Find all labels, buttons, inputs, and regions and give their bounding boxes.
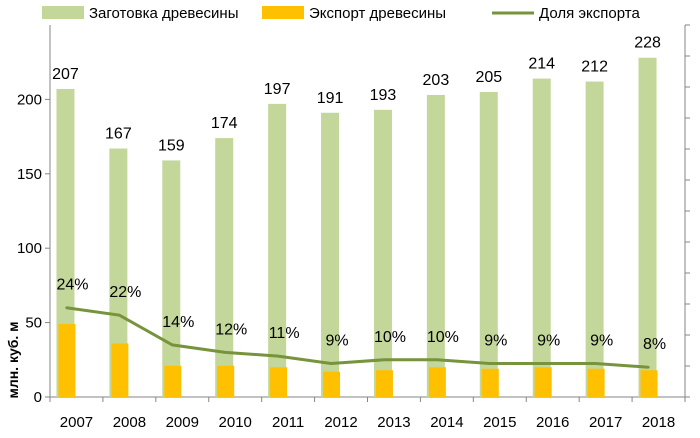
axes: 0 50 100 150 200 2007 2008 2009 2010 2011 2012 2013… xyxy=(17,24,690,431)
harvest-bar xyxy=(585,81,604,397)
share-point xyxy=(118,313,121,317)
harvest-bar xyxy=(373,109,392,397)
harvest-value-label: 207 xyxy=(52,66,79,83)
y-tick-label: 200 xyxy=(17,91,42,108)
harvest-value-label: 197 xyxy=(264,81,291,98)
harvest-value-label: 203 xyxy=(423,72,450,89)
harvest-value-label: 191 xyxy=(317,90,344,107)
export-bar xyxy=(481,368,499,397)
legend-swatch xyxy=(42,6,84,19)
share-value-label: 9% xyxy=(484,333,507,350)
harvest-value-label: 174 xyxy=(211,115,238,132)
share-value-label: 12% xyxy=(215,321,247,338)
x-tick-label: 2016 xyxy=(536,414,569,431)
export-bar xyxy=(217,365,235,397)
harvest-bar xyxy=(321,112,340,398)
share-value-label: 9% xyxy=(590,333,613,350)
share-value-label: 10% xyxy=(427,329,459,346)
export-bar xyxy=(375,370,393,397)
harvest-value-label: 205 xyxy=(475,69,502,86)
legend-label: Заготовка древесины xyxy=(89,5,239,22)
export-bar xyxy=(323,371,341,397)
share-value-label: 14% xyxy=(162,314,194,331)
export-bar xyxy=(164,365,182,397)
y-axis-label: млн. куб. м xyxy=(5,321,21,398)
y-tick-label: 50 xyxy=(25,315,42,332)
share-point xyxy=(541,362,544,365)
legend-label: Доля экспорта xyxy=(539,5,640,22)
export-bar xyxy=(270,367,288,397)
share-value-label: 8% xyxy=(643,336,666,353)
harvest-value-label: 228 xyxy=(634,35,661,52)
x-tick-label: 2011 xyxy=(272,414,304,431)
y-tick-label: 150 xyxy=(17,166,42,183)
legend-label: Экспорт древесины xyxy=(309,5,446,22)
export-bars xyxy=(58,324,658,397)
share-point xyxy=(171,343,174,347)
export-bar xyxy=(58,324,76,397)
export-bar xyxy=(640,370,658,397)
share-value-label: 11% xyxy=(269,325,300,342)
share-point xyxy=(329,362,333,365)
share-point xyxy=(224,351,227,354)
export-bar xyxy=(587,368,605,397)
x-tick-label: 2014 xyxy=(430,414,463,431)
x-tick-label: 2008 xyxy=(113,414,146,431)
harvest-bar xyxy=(479,91,498,398)
harvest-value-label: 212 xyxy=(581,59,608,76)
export-bar xyxy=(111,343,129,397)
legend-swatch xyxy=(262,6,304,19)
harvest-bar xyxy=(215,138,234,397)
export-share-line-group xyxy=(65,306,650,369)
harvest-bars xyxy=(56,57,657,398)
x-tick-label: 2007 xyxy=(60,414,93,431)
x-tick-label: 2017 xyxy=(589,414,622,431)
x-tick-label: 2012 xyxy=(324,414,357,431)
share-point xyxy=(382,358,386,361)
legend: Заготовка древесины Экспорт древесины Доля… xyxy=(42,5,640,22)
harvest-value-label: 159 xyxy=(158,137,185,154)
harvest-bar xyxy=(56,88,75,397)
x-tick-label: 2013 xyxy=(377,414,410,431)
share-point xyxy=(488,362,491,365)
harvest-bar xyxy=(268,103,287,397)
x-tick-label: 2010 xyxy=(219,414,252,431)
export-bar xyxy=(428,367,446,397)
y-tick-label: 0 xyxy=(34,389,42,406)
harvest-bar xyxy=(109,148,128,397)
share-point xyxy=(276,354,280,358)
x-tick-label: 2009 xyxy=(166,414,199,431)
share-point xyxy=(647,366,650,369)
share-value-label: 9% xyxy=(537,333,560,350)
harvest-value-label: 167 xyxy=(105,126,132,143)
share-value-label: 22% xyxy=(109,284,141,301)
y-tick-label: 100 xyxy=(17,240,42,257)
harvest-bar xyxy=(638,57,657,398)
data-labels: 207 167 159 174 197 191 193 203 205 214 212 228 24% 2… xyxy=(52,35,666,354)
harvest-value-label: 193 xyxy=(370,87,397,104)
share-point xyxy=(594,362,597,365)
share-value-label: 9% xyxy=(325,333,348,350)
share-point xyxy=(435,358,439,361)
harvest-value-label: 214 xyxy=(528,56,555,73)
share-value-label: 10% xyxy=(374,329,406,346)
x-tick-label: 2015 xyxy=(483,414,516,431)
x-tick-label: 2018 xyxy=(642,414,675,431)
harvest-bar xyxy=(532,78,551,398)
export-bar xyxy=(534,367,552,397)
share-value-label: 24% xyxy=(56,277,88,294)
harvest-bar xyxy=(162,160,181,397)
harvest-bar xyxy=(426,94,445,397)
share-point xyxy=(65,306,68,309)
export-share-line xyxy=(66,306,649,369)
